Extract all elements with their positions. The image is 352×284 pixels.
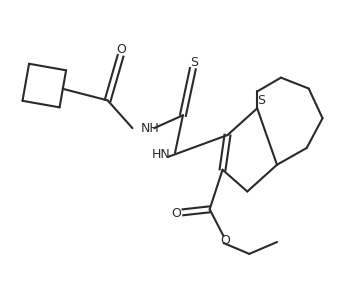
Text: HN: HN (151, 148, 170, 161)
Text: O: O (221, 233, 231, 247)
Text: O: O (171, 207, 181, 220)
Text: O: O (117, 43, 126, 57)
Text: S: S (190, 56, 198, 69)
Text: NH: NH (140, 122, 159, 135)
Text: S: S (257, 94, 265, 107)
